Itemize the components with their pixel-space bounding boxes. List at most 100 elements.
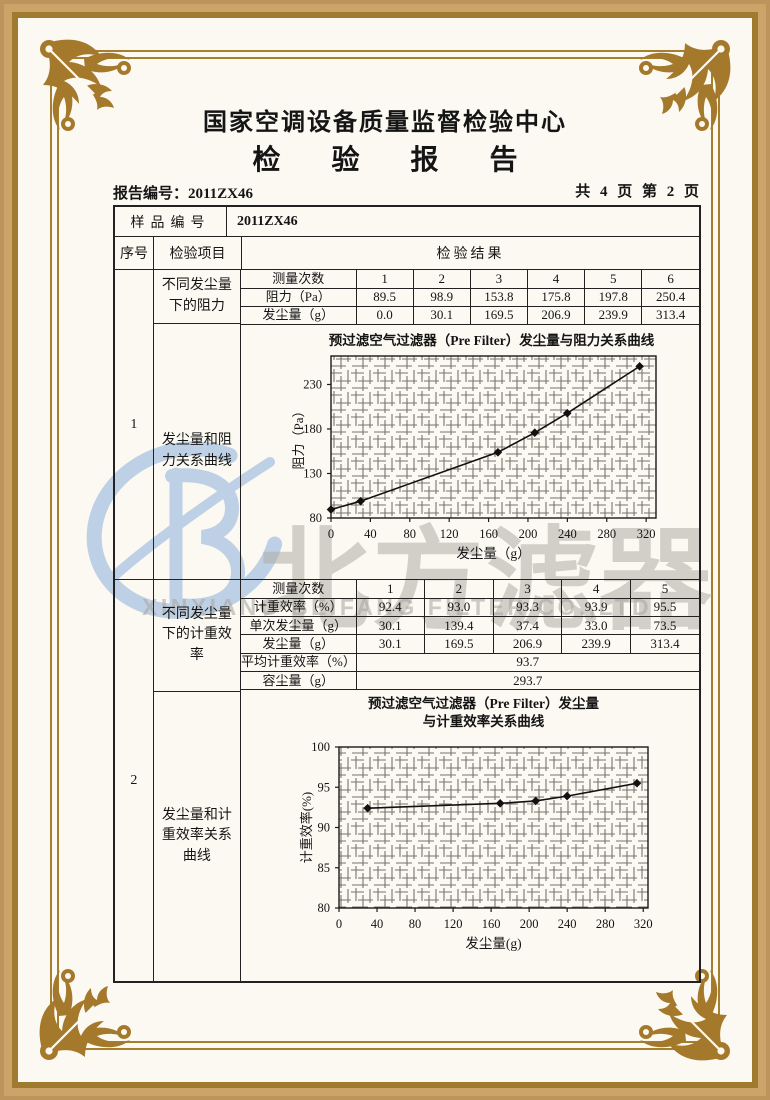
svg-text:230: 230 (303, 377, 322, 391)
inspection-result-table: 样品编号 2011ZX46 序号 检验项目 检验结果 1 不同发尘量下的阻力 发… (113, 205, 701, 983)
table-cell: 5 (629, 580, 699, 599)
table-cell: 5 (584, 270, 643, 289)
svg-text:120: 120 (444, 917, 463, 931)
sample-number-value: 2011ZX46 (237, 213, 298, 229)
table-cell: 169.5 (424, 634, 494, 654)
efficiency-chart-zone: 0 40 80 120 160 200 240 280 320 80 85 90 95 100 发尘量(g)… (241, 690, 699, 983)
table-cell: 30.1 (355, 616, 426, 636)
svg-text:85: 85 (318, 861, 331, 875)
table-cell: 1 (355, 580, 426, 599)
result-column-row1: 测量次数 1 2 3 4 5 6 阻力（Pa） 89.5 98.9 153.8 … (241, 270, 699, 579)
svg-text:320: 320 (637, 527, 656, 541)
svg-text:280: 280 (597, 527, 616, 541)
svg-text:0: 0 (336, 917, 342, 931)
svg-text:80: 80 (318, 901, 331, 915)
svg-text:120: 120 (440, 527, 459, 541)
svg-text:40: 40 (364, 527, 377, 541)
item-column-row1: 不同发尘量下的阻力 发尘量和阻力关系曲线 (153, 270, 241, 579)
item-label-resistance: 不同发尘量下的阻力 (153, 270, 240, 324)
svg-text:80: 80 (404, 527, 417, 541)
serial-number-2: 2 (115, 580, 154, 981)
efficiency-data-table: 测量次数 1 2 3 4 5 计重效率（%） 92.4 93.0 93.3 93… (241, 580, 699, 691)
table-row: 阻力（Pa） 89.5 98.9 153.8 175.8 197.8 250.4 (241, 287, 699, 307)
table-cell: 153.8 (469, 287, 528, 307)
item-column-row2: 不同发尘量下的计重效率 发尘量和计重效率关系曲线 (153, 580, 241, 981)
beifang-b-logo-watermark-icon (86, 441, 286, 619)
table-cell: 2 (424, 580, 494, 599)
sample-number-label: 样品编号 (115, 207, 227, 236)
page-number-info: 共 4 页 第 2 页 (575, 184, 702, 200)
table-cell: 250.4 (641, 287, 699, 307)
svg-text:280: 280 (596, 917, 615, 931)
table-row: 测量次数 1 2 3 4 5 6 (241, 270, 699, 289)
item-label-efficiency-curve: 发尘量和计重效率关系曲线 (161, 808, 232, 864)
table-row: 测量次数 1 2 3 4 5 (241, 580, 699, 599)
table-cell: 175.8 (526, 287, 586, 307)
svg-text:80: 80 (310, 511, 323, 525)
svg-text:95: 95 (318, 781, 331, 795)
table-cell: 169.5 (469, 305, 528, 325)
table-cell: 89.5 (355, 287, 414, 307)
table-cell: 2 (412, 270, 471, 289)
svg-text:40: 40 (371, 917, 384, 931)
item-label-resistance-curve: 发尘量和阻力关系曲线 (161, 433, 232, 469)
table-cell: 313.4 (629, 634, 699, 654)
table-row: 发尘量（g） 30.1 169.5 206.9 239.9 313.4 (241, 634, 699, 654)
table-row: 单次发尘量（g） 30.1 139.4 37.4 33.0 73.5 (241, 616, 699, 636)
svg-text:130: 130 (303, 466, 322, 480)
result-column-row2: 测量次数 1 2 3 4 5 计重效率（%） 92.4 93.0 93.3 93… (241, 580, 699, 981)
column-header-result: 检验结果 (436, 247, 505, 262)
table-cell: 206.9 (526, 305, 586, 325)
table-cell: 239.9 (561, 634, 631, 654)
table-cell: 30.1 (355, 634, 426, 654)
table-cell: 95.5 (629, 597, 699, 618)
corner-ornament-icon (639, 969, 730, 1061)
report-title: 检 验 报 告 (252, 145, 540, 176)
svg-text:320: 320 (634, 917, 653, 931)
cumulative-dust-label: 发尘量（g） (241, 634, 357, 654)
table-cell: 93.0 (424, 597, 494, 618)
svg-text:240: 240 (558, 527, 577, 541)
table-cell: 206.9 (492, 634, 563, 654)
svg-text:预过滤空气过滤器（Pre Filter）发尘量与阻力关系曲线: 预过滤空气过滤器（Pre Filter）发尘量与阻力关系曲线 (329, 332, 655, 348)
svg-text:与计重效率关系曲线: 与计重效率关系曲线 (423, 713, 545, 729)
corner-ornament-icon (39, 969, 131, 1060)
table-cell: 1 (355, 270, 414, 289)
svg-text:计重效率(%): 计重效率(%) (299, 792, 314, 864)
table-cell: 313.4 (641, 305, 699, 325)
resistance-label: 阻力（Pa） (241, 287, 357, 307)
table-cell: 197.8 (584, 287, 643, 307)
table-header-row: 序号 检验项目 检验结果 (115, 237, 699, 270)
organization-title: 国家空调设备质量监督检验中心 (203, 110, 567, 136)
column-header-serial: 序号 (115, 237, 154, 269)
svg-text:100: 100 (311, 740, 330, 754)
table-cell: 4 (526, 270, 586, 289)
table-row: 2 不同发尘量下的计重效率 发尘量和计重效率关系曲线 测量次数 1 2 3 4 … (115, 580, 699, 981)
sample-number-row: 样品编号 2011ZX46 (115, 207, 699, 237)
dust-amount-label: 发尘量（g） (241, 305, 357, 325)
table-cell: 92.4 (355, 597, 426, 618)
corner-ornament-icon (40, 39, 131, 131)
table-cell: 93.9 (561, 597, 631, 618)
svg-text:发尘量(g): 发尘量(g) (465, 936, 521, 951)
table-cell: 3 (492, 580, 563, 599)
svg-text:240: 240 (558, 917, 577, 931)
table-row: 1 不同发尘量下的阻力 发尘量和阻力关系曲线 测量次数 1 2 3 4 5 6 (115, 270, 699, 580)
table-cell: 98.9 (412, 287, 471, 307)
svg-text:160: 160 (479, 527, 498, 541)
resistance-data-table: 测量次数 1 2 3 4 5 6 阻力（Pa） 89.5 98.9 153.8 … (241, 270, 699, 325)
table-cell: 4 (561, 580, 631, 599)
column-header-item: 检验项目 (154, 237, 242, 269)
svg-text:90: 90 (318, 821, 331, 835)
item-label-efficiency: 不同发尘量下的计重效率 (153, 580, 240, 692)
average-efficiency-value: 93.7 (355, 652, 699, 672)
svg-text:0: 0 (328, 527, 334, 541)
table-row: 平均计重效率（%） 93.7 (241, 652, 699, 672)
weight-efficiency-label: 计重效率（%） (241, 597, 357, 618)
table-cell: 3 (469, 270, 528, 289)
corner-ornament-icon (639, 40, 731, 131)
serial-number-1: 1 (115, 270, 154, 579)
measure-count-label: 测量次数 (241, 580, 357, 599)
table-cell: 239.9 (584, 305, 643, 325)
resistance-chart-zone: 0 40 80 120 160 200 240 280 320 80 130 180 230 发尘量（g）… (241, 325, 699, 584)
